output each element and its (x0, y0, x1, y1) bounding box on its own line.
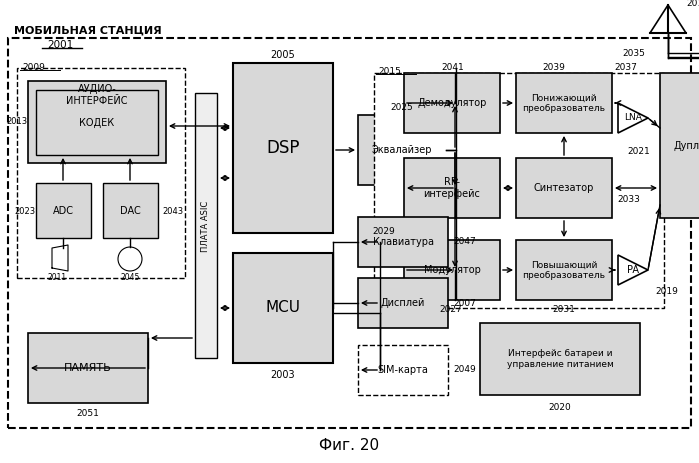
Text: Дуплексор: Дуплексор (673, 140, 699, 150)
Text: RF-
интерфейс: RF- интерфейс (424, 177, 480, 199)
Text: 2007: 2007 (453, 299, 476, 307)
Bar (374, 73, 664, 308)
Text: АУДИО-
ИНТЕРФЕЙС: АУДИО- ИНТЕРФЕЙС (66, 84, 128, 106)
Text: 2020: 2020 (549, 403, 571, 413)
Bar (28, 81, 166, 163)
Bar (358, 217, 448, 267)
Text: 2019: 2019 (655, 287, 678, 295)
Bar (516, 240, 612, 300)
Text: 2029: 2029 (373, 226, 395, 236)
Text: Синтезатор: Синтезатор (534, 183, 594, 193)
Bar (404, 73, 500, 133)
Text: 2035: 2035 (622, 49, 645, 57)
Polygon shape (52, 245, 68, 271)
Text: ПАМЯТЬ: ПАМЯТЬ (64, 363, 112, 373)
Bar (358, 115, 446, 185)
Text: DAC: DAC (120, 206, 141, 215)
Bar (36, 183, 91, 238)
Bar (480, 323, 640, 395)
Text: 2015: 2015 (378, 67, 401, 75)
Text: 2039: 2039 (542, 63, 565, 73)
Text: MCU: MCU (266, 300, 301, 315)
Text: Модулятор: Модулятор (424, 265, 480, 275)
Text: LNA: LNA (624, 113, 642, 123)
Text: 2027: 2027 (440, 306, 462, 314)
Text: 2043: 2043 (162, 206, 183, 215)
Text: 2001: 2001 (47, 40, 73, 50)
Text: Понижающий
преобразователь: Понижающий преобразователь (522, 94, 605, 113)
Text: 2025: 2025 (391, 104, 413, 113)
Bar (358, 278, 448, 328)
Text: 2047: 2047 (453, 238, 476, 246)
Bar (404, 240, 500, 300)
Text: 2049: 2049 (453, 365, 476, 375)
Text: ПЛАТА ASIC: ПЛАТА ASIC (201, 200, 210, 251)
Bar (516, 158, 612, 218)
Bar (233, 63, 333, 233)
Bar (36, 90, 158, 155)
Text: 2033: 2033 (617, 195, 640, 205)
Text: SIM-карта: SIM-карта (377, 365, 428, 375)
Text: 2005: 2005 (271, 50, 296, 60)
Bar (103, 183, 158, 238)
Text: ADC: ADC (53, 206, 74, 215)
Text: 2011: 2011 (48, 274, 66, 282)
Bar (660, 73, 699, 218)
Text: Повышающий
преобразователь: Повышающий преобразователь (522, 260, 605, 280)
Bar (195, 93, 217, 358)
Text: Фиг. 20: Фиг. 20 (319, 438, 379, 452)
Text: 2003: 2003 (271, 370, 295, 380)
Text: 2013: 2013 (6, 118, 27, 126)
Bar (358, 345, 448, 395)
Text: 2037: 2037 (614, 63, 637, 73)
Bar (404, 158, 500, 218)
Bar (233, 253, 333, 363)
Text: Дисплей: Дисплей (381, 298, 425, 308)
Text: Эквалайзер: Эквалайзер (372, 145, 432, 155)
Bar (28, 333, 148, 403)
Bar (17, 68, 185, 278)
Text: 2017: 2017 (686, 0, 699, 7)
Text: КОДЕК: КОДЕК (80, 118, 115, 127)
Text: 2009: 2009 (22, 63, 45, 71)
Bar (8, 38, 691, 428)
Text: МОБИЛЬНАЯ СТАНЦИЯ: МОБИЛЬНАЯ СТАНЦИЯ (14, 26, 161, 36)
Text: Интерфейс батареи и
управление питанием: Интерфейс батареи и управление питанием (507, 349, 614, 369)
Text: Демодулятор: Демодулятор (417, 98, 487, 108)
Text: 2031: 2031 (553, 306, 575, 314)
Text: 2051: 2051 (77, 408, 99, 418)
Bar (516, 73, 612, 133)
Text: 2041: 2041 (442, 63, 464, 73)
Text: 2045: 2045 (120, 274, 140, 282)
Text: DSP: DSP (266, 139, 300, 157)
Text: PA: PA (627, 265, 639, 275)
Text: Клавиатура: Клавиатура (373, 237, 433, 247)
Text: 2021: 2021 (627, 146, 650, 156)
Text: 2023: 2023 (14, 206, 35, 215)
